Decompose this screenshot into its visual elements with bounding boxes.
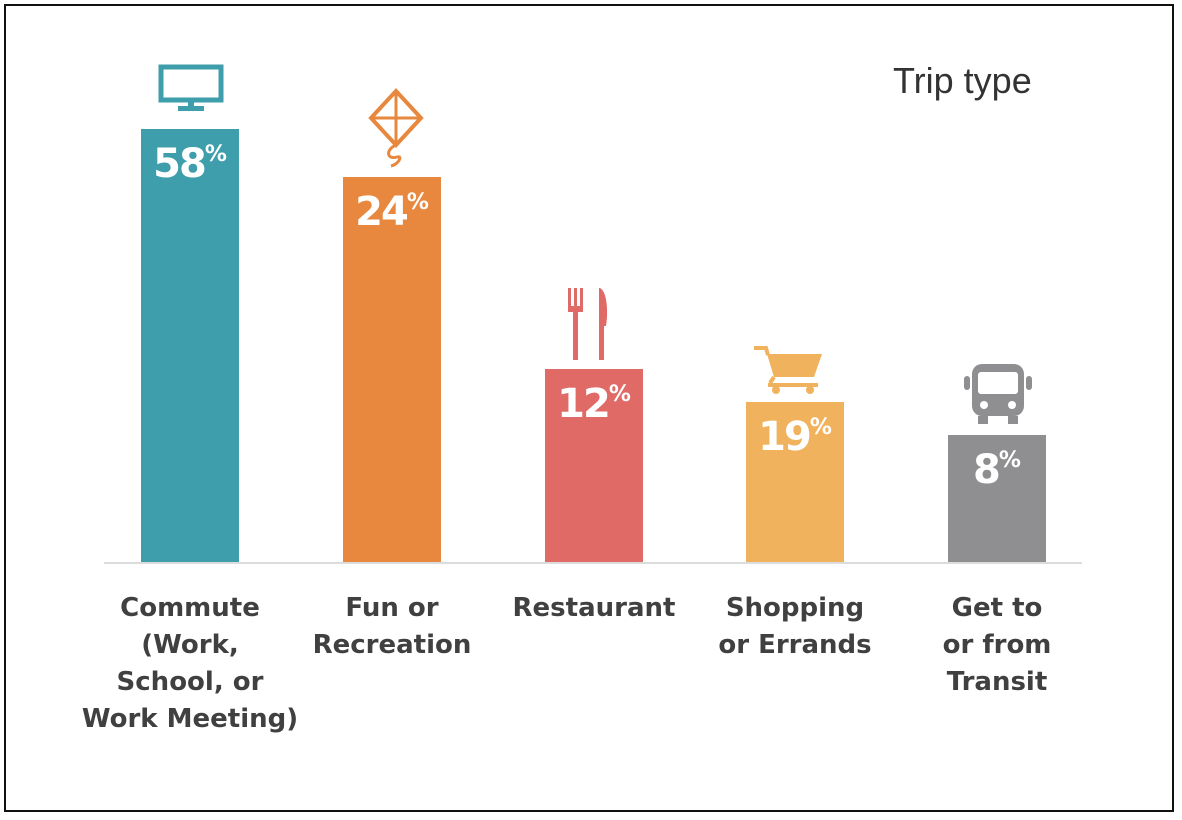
chart-title: Trip type: [893, 60, 1032, 101]
bar-fun-recreation: [343, 177, 441, 563]
value-percent-sign: %: [998, 448, 1021, 473]
bar-commute: [141, 129, 239, 563]
x-axis-line: [104, 562, 1082, 564]
bar-value-label-restaurant: 12%: [545, 381, 643, 427]
bar-value-label-fun-recreation: 24%: [343, 189, 441, 235]
category-label-restaurant: Restaurant: [512, 593, 676, 623]
value-percent-sign: %: [204, 142, 227, 167]
value-percent-sign: %: [406, 190, 429, 215]
value-number: 58: [153, 141, 207, 187]
bar-value-label-commute: 58%: [141, 141, 239, 187]
shopping-cart-icon: [754, 346, 822, 394]
bus-icon: [964, 364, 1032, 424]
bar-value-label-transit: 8%: [948, 447, 1046, 493]
monitor-icon: [158, 64, 224, 111]
value-number: 24: [355, 189, 409, 235]
bar-restaurant: [545, 369, 643, 563]
kite-icon: [368, 88, 424, 168]
bar-shopping-errands: [746, 402, 844, 563]
category-label-fun-recreation: Fun or Recreation: [312, 593, 472, 660]
value-number: 8: [973, 447, 1001, 493]
bar-transit: [948, 435, 1046, 563]
value-percent-sign: %: [809, 415, 832, 440]
value-number: 19: [758, 414, 812, 460]
value-number: 12: [557, 381, 611, 427]
category-label-shopping-errands: Shopping or Errands: [718, 593, 872, 660]
category-label-commute: Commute (Work, School, or Work Meeting): [81, 593, 299, 734]
value-percent-sign: %: [608, 382, 631, 407]
category-label-transit: Get to or from Transit: [942, 593, 1052, 697]
fork-knife-icon: [568, 288, 608, 360]
bar-value-label-shopping-errands: 19%: [746, 414, 844, 460]
